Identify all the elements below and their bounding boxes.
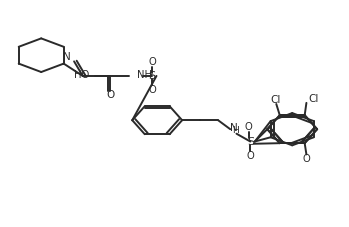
Text: O: O <box>246 151 254 161</box>
Text: S: S <box>148 71 156 81</box>
Text: O: O <box>148 85 156 95</box>
Text: O: O <box>245 122 252 132</box>
Text: O: O <box>106 90 114 100</box>
Text: HO: HO <box>74 70 89 80</box>
Text: O: O <box>303 154 310 164</box>
Text: H: H <box>232 126 239 136</box>
Text: Cl: Cl <box>270 95 281 105</box>
Text: O: O <box>148 57 156 67</box>
Text: S: S <box>247 136 254 146</box>
Text: N: N <box>230 123 237 133</box>
Text: N: N <box>62 52 70 62</box>
Text: Cl: Cl <box>308 94 319 104</box>
Text: NH: NH <box>137 70 152 80</box>
